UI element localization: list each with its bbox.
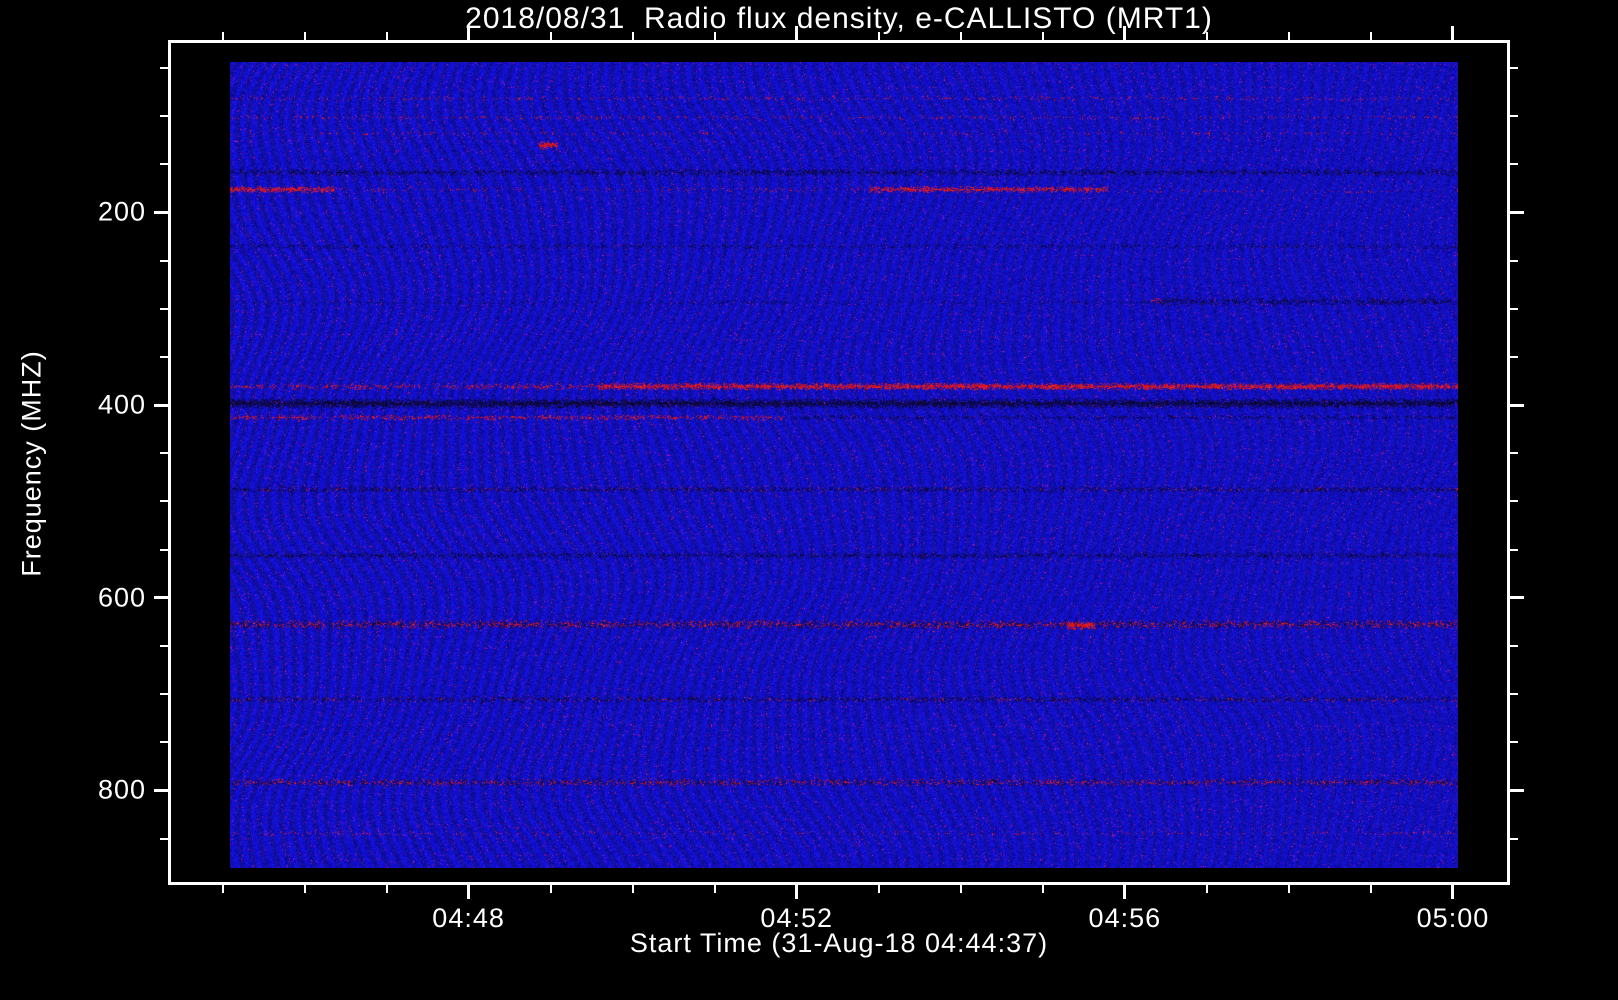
x-minor-tick-top (549, 32, 552, 40)
x-major-tick-top (1451, 26, 1455, 40)
x-tick-label: 04:52 (760, 903, 834, 933)
x-minor-tick-top (713, 32, 716, 40)
x-minor-tick-bottom (385, 885, 388, 893)
plot-frame (168, 40, 1510, 885)
spectrogram-canvas (230, 62, 1458, 868)
y-minor-tick-left (160, 741, 168, 744)
x-minor-tick-top (1287, 32, 1290, 40)
x-minor-tick-bottom (631, 885, 634, 893)
x-major-tick-top (1123, 26, 1127, 40)
x-major-tick-bottom (1123, 885, 1127, 899)
x-minor-tick-bottom (959, 885, 962, 893)
y-minor-tick-left (160, 115, 168, 118)
y-tick-label: 200 (97, 196, 146, 227)
y-minor-tick-left (160, 644, 168, 647)
y-major-tick-right (1510, 210, 1524, 214)
x-minor-tick-bottom (303, 885, 306, 893)
y-major-tick-right (1510, 403, 1524, 407)
x-minor-tick-top (1205, 32, 1208, 40)
x-minor-tick-bottom (713, 885, 716, 893)
y-minor-tick-right (1510, 741, 1518, 744)
x-minor-tick-bottom (1041, 885, 1044, 893)
x-minor-tick-top (221, 32, 224, 40)
x-major-tick-bottom (467, 885, 471, 899)
y-minor-tick-right (1510, 500, 1518, 503)
y-minor-tick-left (160, 693, 168, 696)
x-major-tick-bottom (795, 885, 799, 899)
x-axis-label: Start Time (31-Aug-18 04:44:37) (629, 928, 1049, 958)
x-minor-tick-bottom (1287, 885, 1290, 893)
x-tick-label: 05:00 (1416, 903, 1490, 933)
x-minor-tick-top (1041, 32, 1044, 40)
y-axis-label: Frequency (MHZ) (16, 350, 47, 577)
x-minor-tick-bottom (549, 885, 552, 893)
x-minor-tick-top (877, 32, 880, 40)
y-minor-tick-right (1510, 837, 1518, 840)
y-major-tick-left (154, 403, 168, 407)
y-minor-tick-right (1510, 452, 1518, 455)
y-minor-tick-right (1510, 163, 1518, 166)
y-minor-tick-left (160, 500, 168, 503)
x-major-tick-top (795, 26, 799, 40)
x-minor-tick-top (631, 32, 634, 40)
x-minor-tick-bottom (1205, 885, 1208, 893)
y-major-tick-right (1510, 788, 1524, 792)
y-major-tick-left (154, 210, 168, 214)
y-minor-tick-left (160, 837, 168, 840)
y-minor-tick-right (1510, 355, 1518, 358)
y-major-tick-left (154, 596, 168, 600)
y-major-tick-left (154, 788, 168, 792)
y-tick-label: 400 (97, 389, 146, 420)
y-minor-tick-left (160, 307, 168, 310)
x-minor-tick-bottom (1369, 885, 1372, 893)
y-tick-label: 600 (97, 582, 146, 613)
x-tick-label: 04:56 (1088, 903, 1162, 933)
y-minor-tick-right (1510, 644, 1518, 647)
x-major-tick-bottom (1451, 885, 1455, 899)
y-minor-tick-left (160, 66, 168, 69)
y-minor-tick-left (160, 163, 168, 166)
x-minor-tick-top (1369, 32, 1372, 40)
y-major-tick-right (1510, 596, 1524, 600)
x-major-tick-top (467, 26, 471, 40)
y-minor-tick-right (1510, 259, 1518, 262)
y-minor-tick-right (1510, 307, 1518, 310)
y-minor-tick-right (1510, 66, 1518, 69)
y-tick-label: 800 (97, 774, 146, 805)
y-minor-tick-right (1510, 693, 1518, 696)
y-minor-tick-left (160, 355, 168, 358)
x-tick-label: 04:48 (432, 903, 505, 933)
x-minor-tick-bottom (221, 885, 224, 893)
x-minor-tick-top (303, 32, 306, 40)
x-minor-tick-bottom (877, 885, 880, 893)
y-minor-tick-right (1510, 115, 1518, 118)
y-minor-tick-left (160, 259, 168, 262)
y-minor-tick-right (1510, 548, 1518, 551)
y-minor-tick-left (160, 548, 168, 551)
chart-title: 2018/08/31 Radio flux density, e-CALLIST… (465, 2, 1213, 35)
x-minor-tick-top (385, 32, 388, 40)
y-minor-tick-left (160, 452, 168, 455)
x-minor-tick-top (959, 32, 962, 40)
